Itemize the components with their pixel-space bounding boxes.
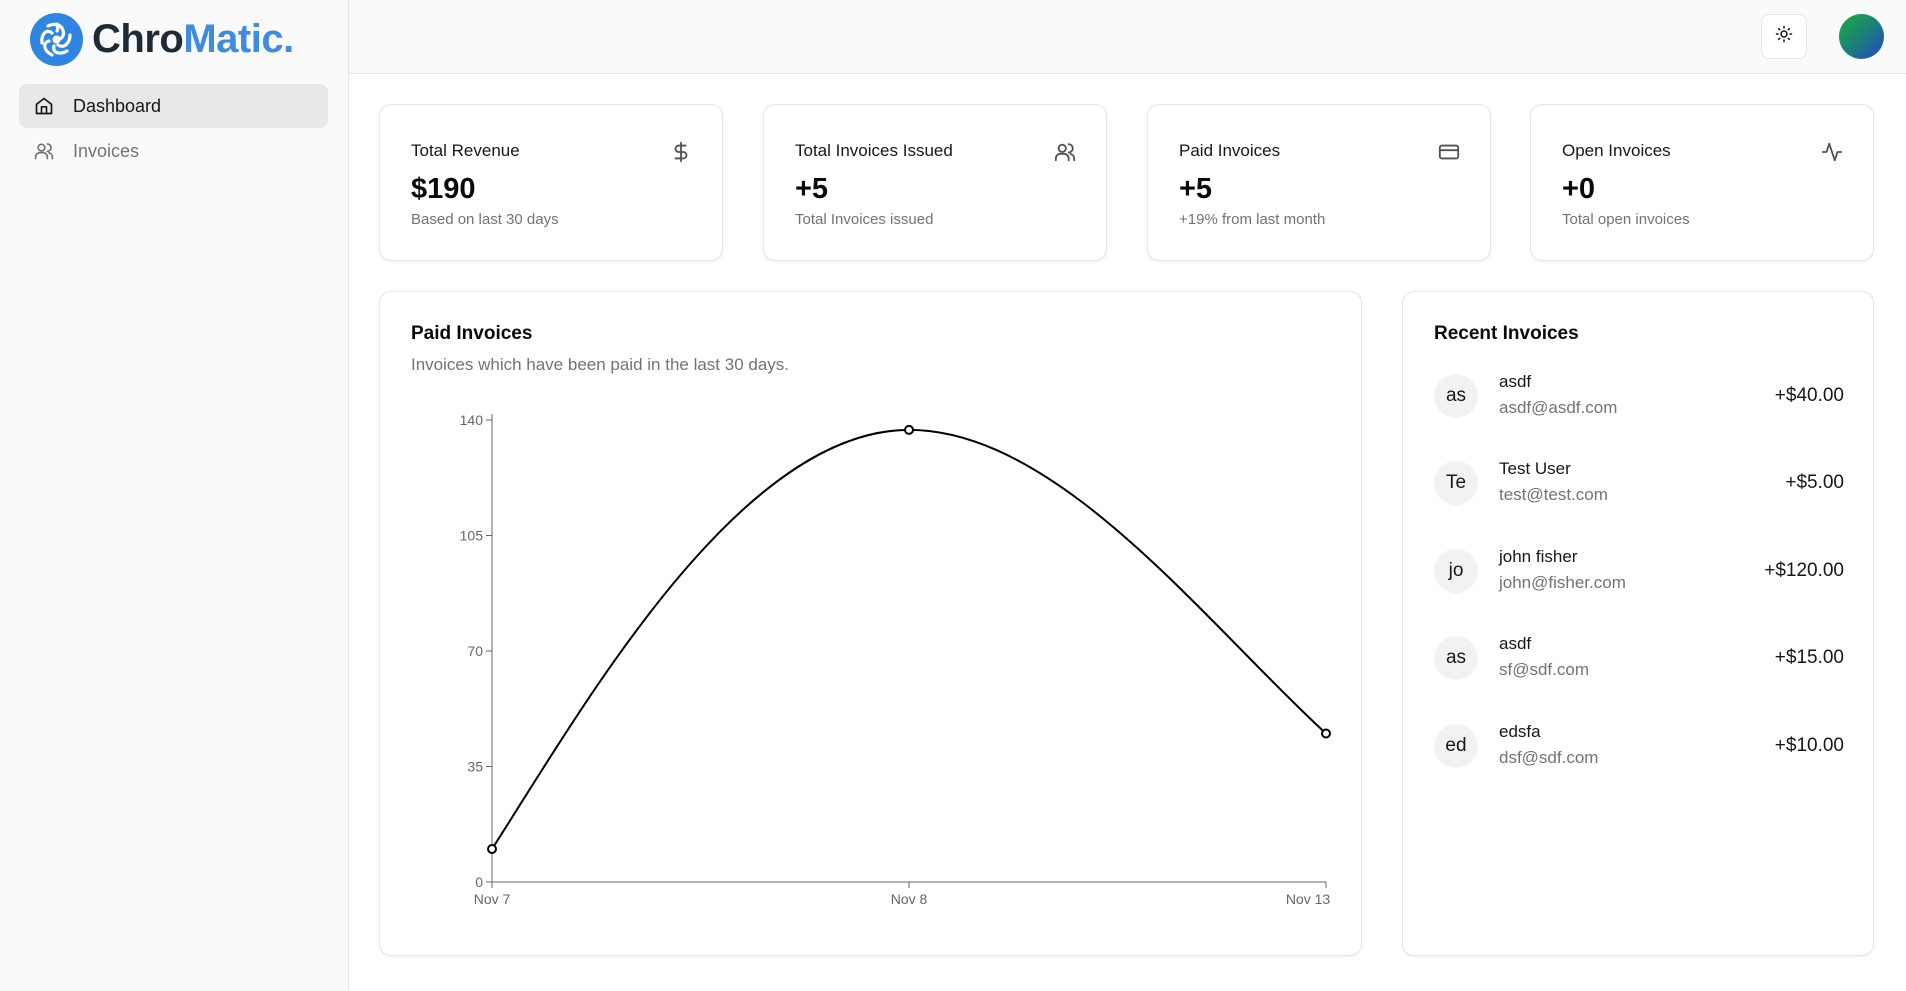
- users-icon: [34, 141, 54, 161]
- brand-name-part2: Matic.: [183, 17, 294, 61]
- chart-data-point: [1321, 728, 1331, 739]
- invoice-amount: +$10.00: [1774, 735, 1844, 756]
- invoice-customer-name: edsfa: [1499, 722, 1541, 741]
- stat-title: Total Revenue: [411, 141, 520, 160]
- sidebar-item-label: Invoices: [73, 140, 140, 161]
- brand-name-part1: Chro: [92, 17, 184, 61]
- dollar-icon: [670, 141, 692, 163]
- chart-y-tick-label: 35: [467, 759, 483, 775]
- stat-title: Open Invoices: [1562, 141, 1671, 160]
- invoice-row[interactable]: as asdf sf@sdf.com +$15.00: [1434, 634, 1844, 682]
- chart-subtitle: Invoices which have been paid in the las…: [411, 355, 790, 374]
- invoice-customer-name: john fisher: [1499, 547, 1578, 566]
- invoice-amount: +$5.00: [1785, 472, 1844, 493]
- invoice-avatar: as: [1434, 636, 1478, 680]
- sidebar-item-invoices[interactable]: Invoices: [19, 129, 328, 173]
- invoice-avatar: ed: [1434, 724, 1478, 768]
- chart-series-line: [491, 428, 1327, 850]
- top-bar: [349, 0, 1906, 74]
- brand-name: ChroMatic.: [92, 17, 294, 62]
- chart-y-tick-label: 105: [460, 528, 484, 544]
- invoice-customer-email: john@fisher.com: [1499, 573, 1626, 592]
- paid-invoices-chart: 0 35 70 105 140 Nov 7 Nov 8 Nov 13: [460, 412, 1331, 907]
- invoice-customer-name: asdf: [1499, 372, 1532, 391]
- stat-title: Total Invoices Issued: [795, 141, 953, 160]
- sidebar-item-dashboard[interactable]: Dashboard: [19, 84, 328, 128]
- invoice-avatar: as: [1434, 374, 1478, 418]
- invoice-avatar: jo: [1434, 549, 1478, 593]
- invoice-customer-email: dsf@sdf.com: [1499, 748, 1599, 767]
- user-avatar[interactable]: [1839, 14, 1884, 59]
- invoice-row[interactable]: ed edsfa dsf@sdf.com +$10.00: [1434, 722, 1844, 770]
- brand-logo[interactable]: ChroMatic.: [30, 13, 294, 66]
- stat-card-open-invoices: Open Invoices +0 Total open invoices: [1530, 104, 1874, 261]
- stat-subtext: Based on last 30 days: [411, 211, 559, 228]
- credit-card-icon: [1438, 141, 1460, 163]
- sidebar: ChroMatic. Dashboard Invoices: [0, 0, 349, 991]
- chart-y-tick-label: 0: [475, 874, 483, 890]
- activity-icon: [1821, 141, 1843, 163]
- invoice-customer-name: asdf: [1499, 634, 1532, 653]
- invoice-customer-email: test@test.com: [1499, 485, 1608, 504]
- stat-value: $190: [411, 173, 476, 205]
- stat-value: +5: [1179, 173, 1213, 205]
- stat-value: +0: [1562, 173, 1596, 205]
- stat-subtext: +19% from last month: [1179, 211, 1326, 228]
- sidebar-item-label: Dashboard: [73, 95, 162, 116]
- chart-data-point: [487, 844, 497, 854]
- invoice-row[interactable]: as asdf asdf@asdf.com +$40.00: [1434, 372, 1844, 420]
- stat-subtext: Total open invoices: [1562, 211, 1690, 228]
- chart-y-tick-label: 70: [467, 643, 483, 659]
- recent-invoices-title: Recent Invoices: [1434, 323, 1579, 344]
- stat-card-paid-invoices: Paid Invoices +5 +19% from last month: [1147, 104, 1491, 261]
- invoice-amount: +$120.00: [1764, 560, 1844, 581]
- invoice-row[interactable]: Te Test User test@test.com +$5.00: [1434, 459, 1844, 507]
- invoice-row[interactable]: jo john fisher john@fisher.com +$120.00: [1434, 547, 1844, 595]
- stat-card-total-invoices: Total Invoices Issued +5 Total Invoices …: [763, 104, 1107, 261]
- recent-invoices-card: Recent Invoices as asdf asdf@asdf.com +$…: [1402, 291, 1874, 956]
- invoice-customer-email: sf@sdf.com: [1499, 660, 1589, 679]
- chart-x-tick-label: Nov 7: [474, 891, 511, 907]
- invoice-customer-name: Test User: [1499, 459, 1571, 478]
- users-icon: [1054, 141, 1076, 163]
- paid-invoices-chart-card: Paid Invoices Invoices which have been p…: [379, 291, 1362, 956]
- chart-x-tick-label: Nov 8: [891, 891, 928, 907]
- theme-toggle-button[interactable]: [1761, 14, 1807, 59]
- chart-data-point: [904, 424, 914, 435]
- home-icon: [34, 96, 54, 116]
- stat-title: Paid Invoices: [1179, 141, 1281, 160]
- invoice-avatar: Te: [1434, 461, 1478, 505]
- stat-value: +5: [795, 173, 829, 205]
- chart-y-tick-label: 140: [460, 412, 484, 428]
- sun-icon: [1775, 25, 1793, 48]
- chart-x-tick-label: Nov 13: [1286, 891, 1331, 907]
- stat-card-total-revenue: Total Revenue $190 Based on last 30 days: [379, 104, 723, 261]
- sidebar-nav: Dashboard Invoices: [19, 84, 328, 174]
- logo-mark-icon: [30, 13, 83, 66]
- invoice-customer-email: asdf@asdf.com: [1499, 398, 1618, 417]
- stat-subtext: Total Invoices issued: [795, 211, 934, 228]
- chart-title: Paid Invoices: [411, 323, 533, 344]
- invoice-amount: +$40.00: [1774, 385, 1844, 406]
- invoice-amount: +$15.00: [1774, 647, 1844, 668]
